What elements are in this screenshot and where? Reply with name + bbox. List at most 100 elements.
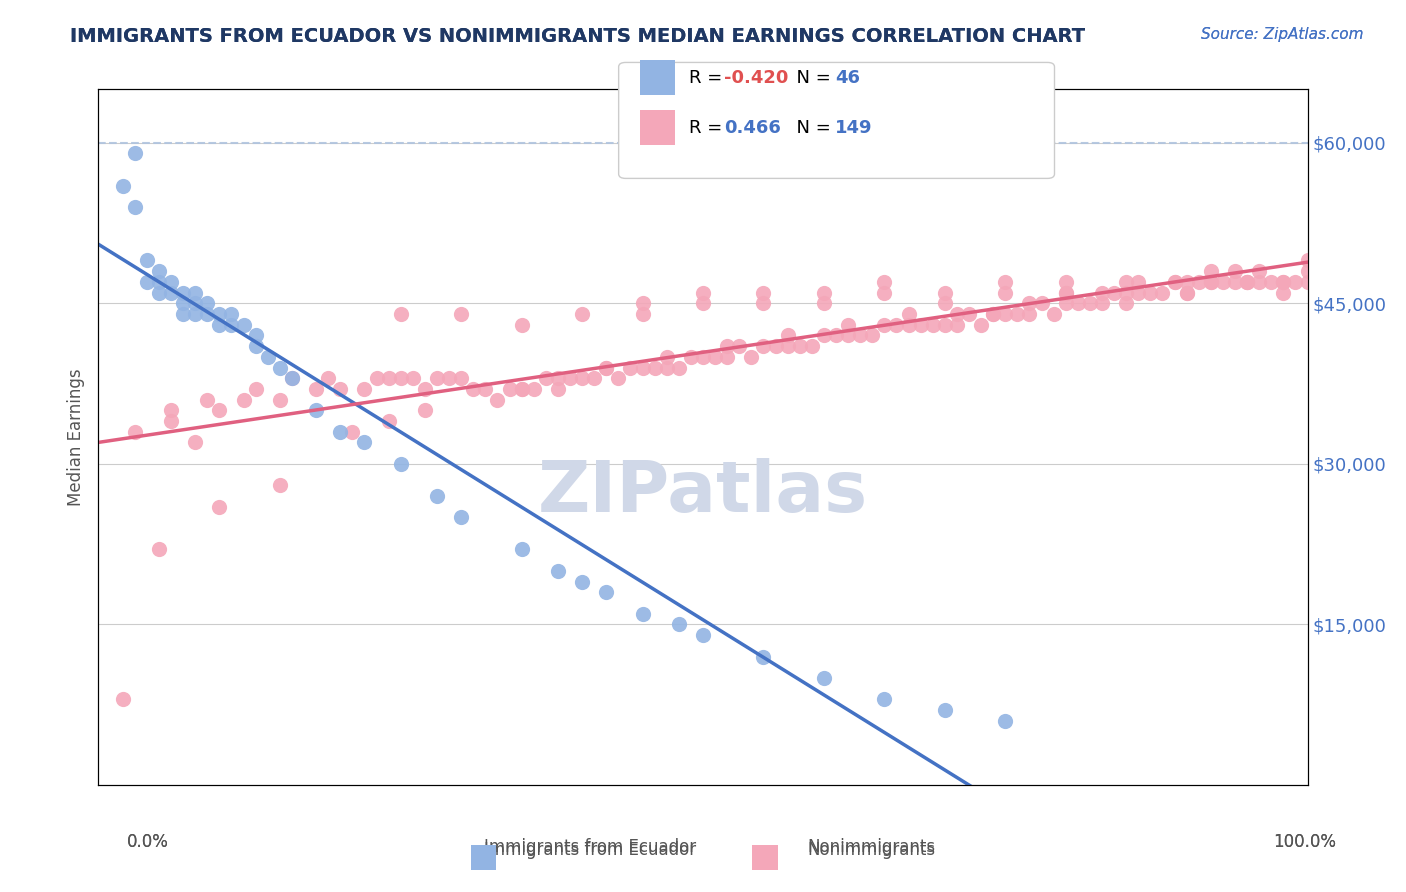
Point bbox=[679, 350, 702, 364]
Point bbox=[825, 328, 848, 343]
Point bbox=[510, 542, 533, 557]
Point bbox=[1091, 285, 1114, 300]
Point bbox=[631, 360, 654, 375]
Point bbox=[934, 318, 956, 332]
Point bbox=[981, 307, 1004, 321]
Point bbox=[1236, 275, 1258, 289]
Point bbox=[329, 425, 352, 439]
Point bbox=[595, 585, 617, 599]
Point bbox=[1115, 296, 1137, 310]
Point bbox=[1115, 285, 1137, 300]
Point bbox=[886, 318, 908, 332]
Point bbox=[281, 371, 304, 385]
Point bbox=[1212, 275, 1234, 289]
Point bbox=[1054, 285, 1077, 300]
Point bbox=[776, 339, 799, 353]
Point bbox=[1128, 285, 1150, 300]
Point bbox=[1054, 285, 1077, 300]
Point bbox=[510, 382, 533, 396]
Point bbox=[463, 382, 485, 396]
Point bbox=[135, 275, 157, 289]
Point bbox=[124, 146, 146, 161]
Text: 0.466: 0.466 bbox=[724, 119, 780, 136]
Point bbox=[558, 371, 581, 385]
Point bbox=[1175, 275, 1198, 289]
Point bbox=[1054, 296, 1077, 310]
Point bbox=[994, 275, 1017, 289]
Point bbox=[692, 285, 714, 300]
Point bbox=[813, 328, 835, 343]
Point bbox=[269, 478, 291, 492]
Point bbox=[873, 318, 896, 332]
Point bbox=[860, 328, 883, 343]
Text: 0.0%: 0.0% bbox=[127, 833, 169, 851]
Point bbox=[1272, 285, 1295, 300]
Point bbox=[1199, 275, 1222, 289]
Point bbox=[426, 371, 449, 385]
Point bbox=[437, 371, 460, 385]
Point bbox=[873, 692, 896, 706]
Point bbox=[366, 371, 388, 385]
Point bbox=[1102, 285, 1125, 300]
Point bbox=[644, 360, 666, 375]
Point bbox=[631, 607, 654, 621]
Point bbox=[873, 285, 896, 300]
Point bbox=[1163, 275, 1185, 289]
Point bbox=[873, 275, 896, 289]
Point bbox=[1236, 275, 1258, 289]
Point bbox=[934, 296, 956, 310]
Point bbox=[413, 403, 436, 417]
Text: IMMIGRANTS FROM ECUADOR VS NONIMMIGRANTS MEDIAN EARNINGS CORRELATION CHART: IMMIGRANTS FROM ECUADOR VS NONIMMIGRANTS… bbox=[70, 27, 1085, 45]
Point bbox=[668, 360, 690, 375]
Point bbox=[655, 350, 678, 364]
Point bbox=[837, 328, 859, 343]
Point bbox=[148, 264, 170, 278]
Point bbox=[184, 296, 207, 310]
Point bbox=[184, 435, 207, 450]
Point bbox=[1284, 275, 1306, 289]
Point bbox=[245, 328, 267, 343]
Point bbox=[148, 275, 170, 289]
Point bbox=[994, 285, 1017, 300]
Point bbox=[692, 628, 714, 642]
Point bbox=[1139, 285, 1161, 300]
Point bbox=[510, 382, 533, 396]
Text: Source: ZipAtlas.com: Source: ZipAtlas.com bbox=[1201, 27, 1364, 42]
Point bbox=[389, 457, 412, 471]
Point bbox=[692, 296, 714, 310]
Text: N =: N = bbox=[785, 119, 837, 136]
Point bbox=[1018, 307, 1040, 321]
Point bbox=[946, 307, 969, 321]
Point bbox=[981, 307, 1004, 321]
Point bbox=[389, 307, 412, 321]
Point bbox=[160, 403, 183, 417]
Point bbox=[547, 382, 569, 396]
Point bbox=[704, 350, 727, 364]
Point bbox=[208, 307, 231, 321]
Point bbox=[1296, 264, 1319, 278]
Point bbox=[184, 285, 207, 300]
Point bbox=[1078, 296, 1101, 310]
Point bbox=[124, 200, 146, 214]
Point bbox=[716, 350, 738, 364]
Point bbox=[619, 360, 641, 375]
Point bbox=[1199, 264, 1222, 278]
Point bbox=[957, 307, 980, 321]
Point bbox=[897, 318, 920, 332]
Point bbox=[510, 318, 533, 332]
Point bbox=[1199, 275, 1222, 289]
Point bbox=[172, 307, 194, 321]
Point bbox=[970, 318, 993, 332]
Point bbox=[534, 371, 557, 385]
Point bbox=[595, 360, 617, 375]
Point bbox=[910, 318, 932, 332]
Point bbox=[486, 392, 509, 407]
Point bbox=[849, 328, 872, 343]
Point bbox=[208, 500, 231, 514]
Point bbox=[148, 542, 170, 557]
Point bbox=[377, 371, 399, 385]
Point bbox=[716, 339, 738, 353]
Point bbox=[1223, 275, 1246, 289]
Text: R =: R = bbox=[689, 119, 728, 136]
Point bbox=[800, 339, 823, 353]
